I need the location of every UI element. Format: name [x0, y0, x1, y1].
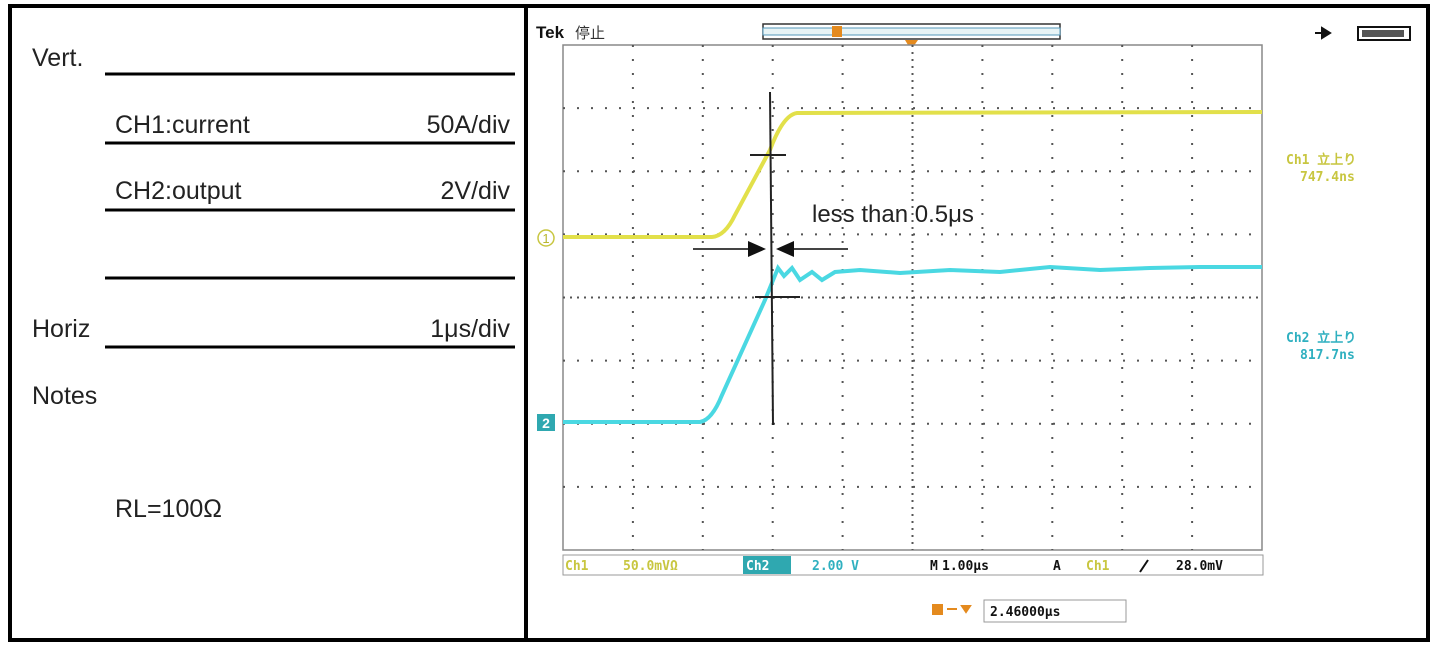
- trigger-level: 28.0mV: [1176, 559, 1223, 574]
- notes-label: Notes: [32, 382, 97, 410]
- readout-label: Ch1 立上り: [1286, 152, 1356, 168]
- row-scale: 2V/div: [441, 177, 511, 205]
- horiz-scale: 1μs/div: [430, 315, 510, 343]
- status: 停止: [575, 25, 605, 42]
- readout-value: 747.4ns: [1300, 170, 1355, 185]
- trigger-icon: [832, 26, 842, 37]
- ch2-label: Ch2: [746, 559, 769, 574]
- brand: Tek: [536, 23, 565, 42]
- readout-value: 817.7ns: [1300, 348, 1355, 363]
- ch1-marker: 1: [542, 231, 549, 246]
- note: RL=100Ω: [115, 495, 222, 523]
- trigger-position: 2.46000μs: [990, 605, 1060, 620]
- trigger-icon: [932, 604, 943, 615]
- timebase-label: M: [930, 559, 938, 574]
- ch2-scale: 2.00 V: [812, 559, 859, 574]
- horiz-label: Horiz: [32, 315, 90, 343]
- vert-label: Vert.: [32, 44, 83, 72]
- readout-label: Ch2 立上り: [1286, 330, 1356, 346]
- timebase: 1.00μs: [942, 559, 989, 574]
- row-label: CH1:current: [115, 111, 250, 139]
- ch1-label: Ch1: [565, 559, 589, 574]
- trigger-source: Ch1: [1086, 559, 1110, 574]
- ch2-marker: 2: [542, 415, 550, 431]
- row-scale: 50A/div: [427, 111, 511, 139]
- battery-level: [1362, 30, 1404, 37]
- annotation: less than 0.5μs: [812, 201, 974, 228]
- record-window: [763, 28, 1060, 35]
- ch1-scale: 50.0mVΩ: [623, 559, 678, 574]
- row-label: CH2:output: [115, 177, 242, 205]
- screenshot: Vert. CH1:current 50A/div CH2:output 2V/…: [0, 0, 1434, 646]
- trigger-label: A: [1053, 559, 1061, 574]
